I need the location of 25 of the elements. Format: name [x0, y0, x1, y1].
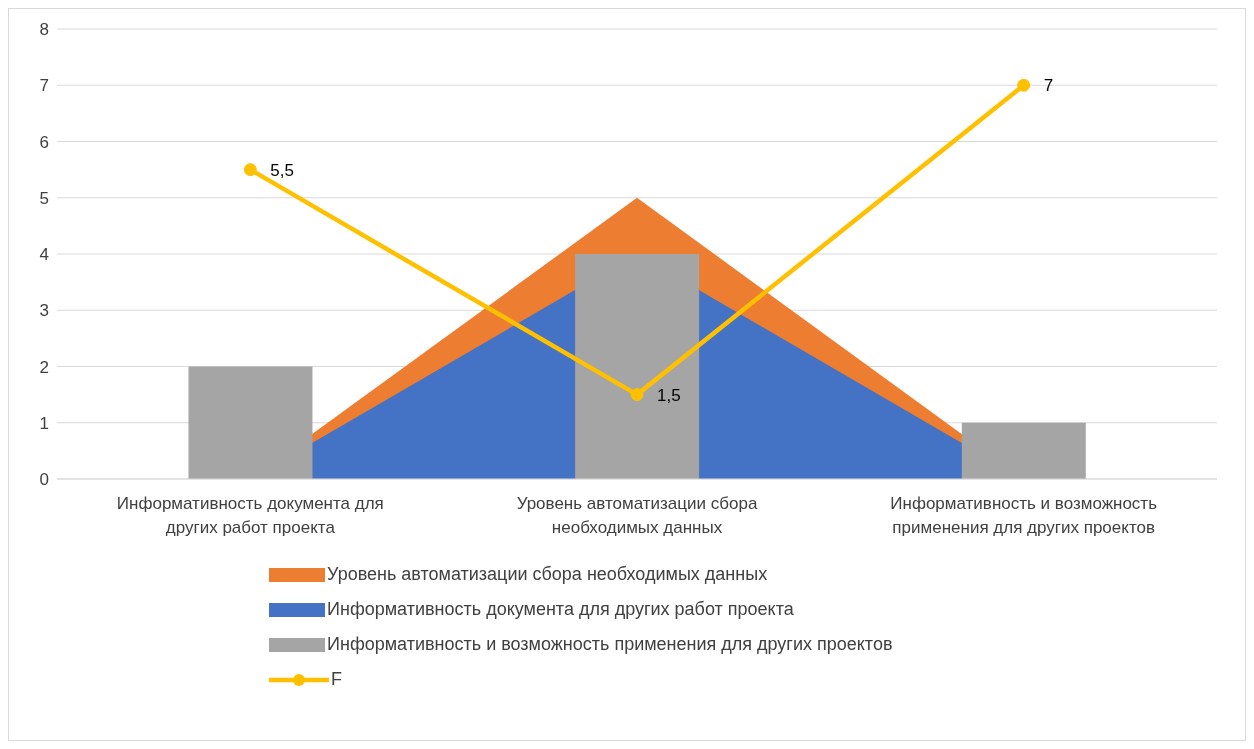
y-tick-label: 5	[39, 188, 49, 208]
bar	[961, 422, 1086, 479]
y-tick-label: 6	[39, 132, 49, 152]
y-tick-label: 1	[39, 413, 49, 433]
point	[630, 388, 644, 402]
x-tick-label: Информативность документа для других работ проекта	[116, 494, 384, 537]
y-tick-label: 8	[39, 20, 49, 40]
y-tick-label: 4	[39, 245, 49, 265]
legend-label: F	[331, 669, 342, 690]
y-tick-label: 7	[39, 76, 49, 96]
bar	[575, 254, 700, 479]
data-label: 1,5	[657, 385, 681, 405]
point	[1017, 78, 1031, 92]
y-tick-label: 0	[39, 470, 49, 490]
x-tick-label: Информативность и возможность применения для других проектов	[890, 494, 1158, 537]
data-label: 7	[1043, 76, 1054, 96]
data-label: 5,5	[270, 160, 294, 180]
bar	[188, 366, 313, 479]
legend-label: Информативность и возможность применения для других проектов	[327, 634, 893, 655]
point	[243, 163, 257, 177]
legend-label: Уровень автоматизации сбора необходимых данных	[327, 564, 768, 585]
y-tick-label: 3	[39, 301, 49, 321]
legend-label: Информативность документа для других работ проекта	[327, 599, 794, 620]
x-tick-label: Уровень автоматизации сбора необходимых данных	[516, 494, 758, 537]
y-tick-label: 2	[39, 357, 49, 377]
